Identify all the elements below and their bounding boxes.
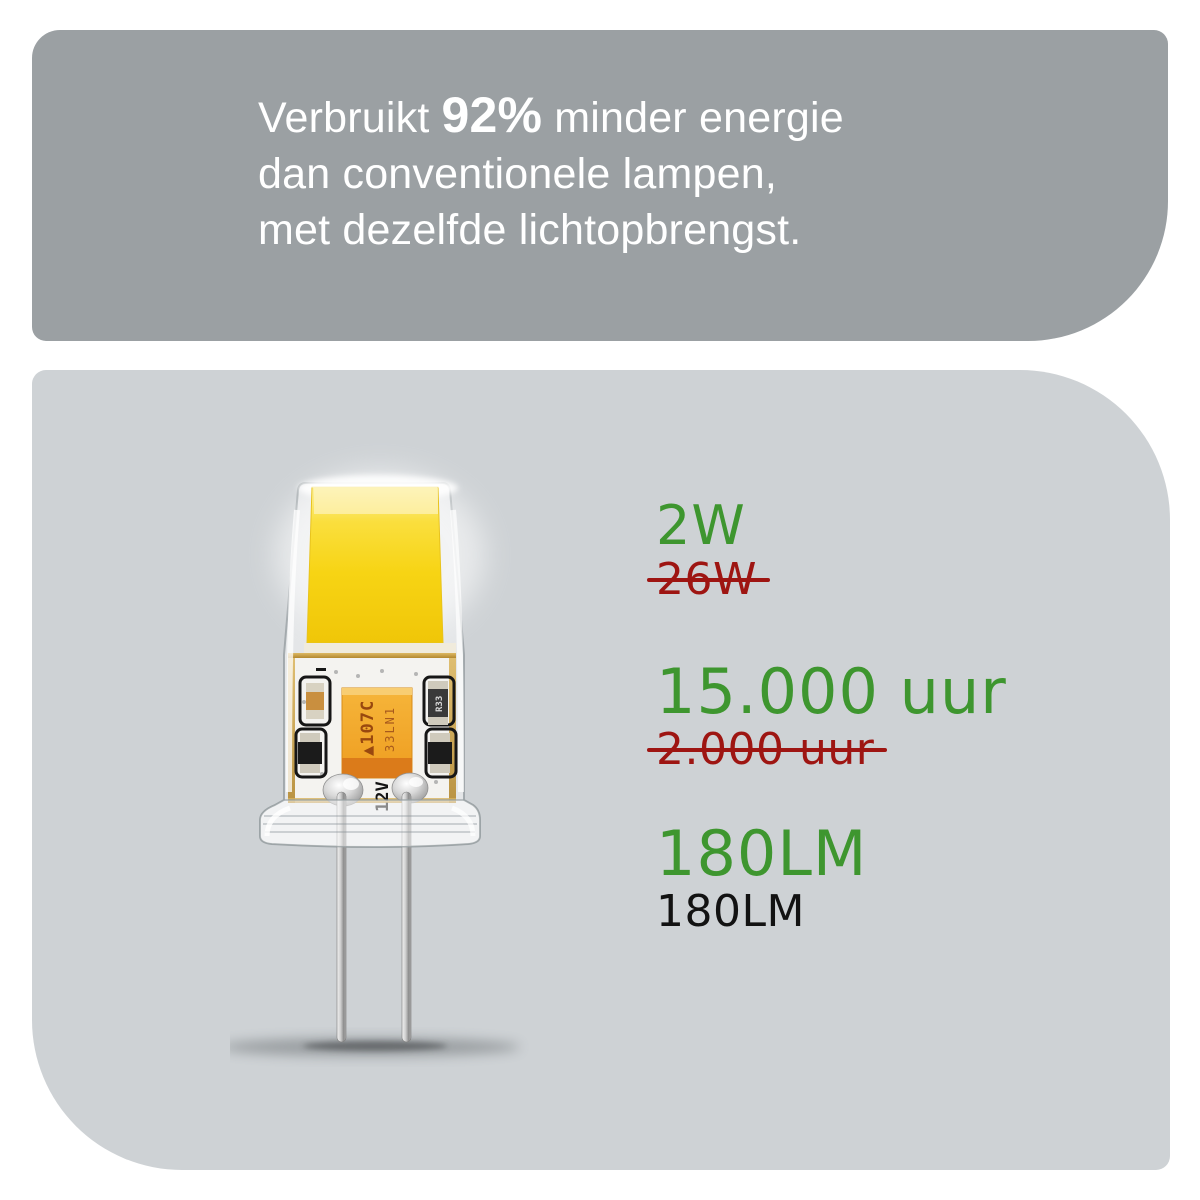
cob-chip-highlight — [314, 488, 438, 514]
lumen-old-value: 180LM — [656, 886, 805, 937]
lifetime-old-value: 2.000 uur — [646, 724, 888, 775]
smd-resistor-right: R33 — [422, 675, 456, 727]
pcb-gold-top-edge — [288, 653, 456, 658]
polarity-mark — [316, 668, 326, 671]
smd-transistor-right — [424, 727, 458, 779]
capacitor-marking-2: 33LN1 — [383, 706, 397, 752]
claim-percentage: 92% — [441, 87, 543, 143]
claim-line-1: Verbruikt 92% minder energie — [258, 90, 844, 146]
power-old-value: 26W — [647, 554, 770, 605]
energy-claim-text: Verbruikt 92% minder energie dan conventio… — [258, 90, 844, 258]
lifetime-comparison: 15.000 uur 2.000 uur — [646, 655, 1007, 775]
pin-left — [336, 791, 347, 1043]
lumen-comparison: 180LM 180LM — [656, 822, 867, 935]
base-ribs — [263, 815, 477, 833]
silicone-base — [259, 799, 481, 848]
lumen-new-value: 180LM — [656, 817, 868, 890]
smd-resistor-left — [298, 675, 332, 727]
g4-led-bulb: R33 ▲107C 33LN1 12V — [220, 470, 520, 1056]
pcb-vias — [302, 669, 444, 784]
power-new-value: 2W — [656, 494, 746, 557]
resistor-marking: R33 — [435, 696, 445, 712]
pin-right — [401, 791, 412, 1043]
capacitor: ▲107C 33LN1 — [341, 687, 413, 779]
claim-line-3: met dezelfde lichtopbrengst. — [258, 206, 802, 254]
lifetime-new-value: 15.000 uur — [656, 655, 1007, 728]
solder-joints — [322, 772, 429, 807]
comparison-panel — [32, 370, 1170, 1170]
bulb-shadow-core — [303, 1041, 447, 1051]
claim-line-2: dan conventionele lampen, — [258, 150, 777, 198]
power-comparison: 2W 26W — [647, 494, 770, 605]
led-bulb-image: R33 ▲107C 33LN1 12V — [220, 440, 560, 1080]
glass-highlights — [264, 484, 476, 837]
energy-claim-banner: Verbruikt 92% minder energie dan conventio… — [32, 30, 1168, 341]
smd-transistor-left — [294, 727, 328, 779]
claim-line1-after: minder energie — [554, 94, 844, 142]
capacitor-marking-1: ▲107C — [358, 700, 378, 756]
claim-line1-before: Verbruikt — [258, 94, 430, 142]
